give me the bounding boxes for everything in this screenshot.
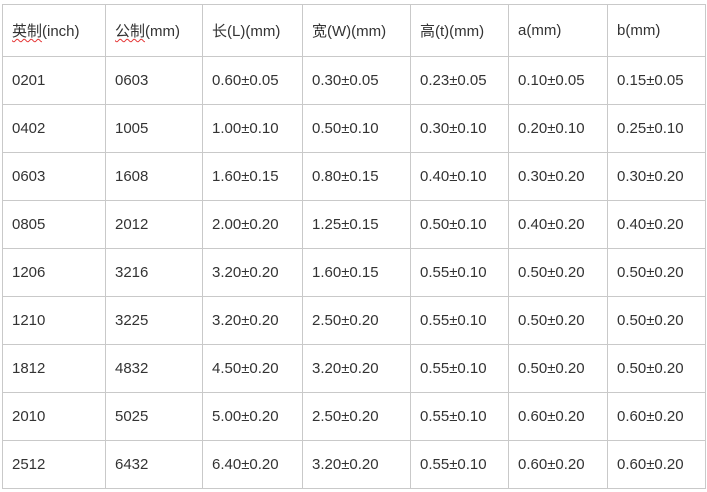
cell-metric-size: 3225 (105, 296, 203, 345)
cell-inch-size: 0603 (2, 152, 106, 201)
cell-a: 0.40±0.20 (508, 200, 608, 249)
header-zh-text: 英制 (12, 23, 43, 40)
header-rest-text: (inch) (42, 23, 80, 40)
table-row: 0805 2012 2.00±0.20 1.25±0.15 0.50±0.10 … (2, 200, 706, 249)
cell-width: 2.50±0.20 (302, 392, 411, 441)
cell-metric-size: 3216 (105, 248, 203, 297)
cell-metric-size: 6432 (105, 440, 203, 489)
cell-width: 0.80±0.15 (302, 152, 411, 201)
cell-width: 0.30±0.05 (302, 56, 411, 105)
cell-b: 0.40±0.20 (607, 200, 706, 249)
cell-width: 1.60±0.15 (302, 248, 411, 297)
header-zh-text: 宽 (312, 23, 328, 40)
cell-a: 0.50±0.20 (508, 296, 608, 345)
cell-metric-size: 5025 (105, 392, 203, 441)
cell-length: 3.20±0.20 (202, 248, 303, 297)
cell-height: 0.23±0.05 (410, 56, 509, 105)
cell-inch-size: 0201 (2, 56, 106, 105)
cell-metric-size: 1608 (105, 152, 203, 201)
cell-height: 0.40±0.10 (410, 152, 509, 201)
cell-length: 1.00±0.10 (202, 104, 303, 153)
cell-a: 0.50±0.20 (508, 248, 608, 297)
cell-b: 0.25±0.10 (607, 104, 706, 153)
table-row: 0603 1608 1.60±0.15 0.80±0.15 0.40±0.10 … (2, 152, 706, 201)
cell-height: 0.55±0.10 (410, 344, 509, 393)
cell-inch-size: 1210 (2, 296, 106, 345)
column-header-b: b(mm) (607, 4, 706, 57)
cell-height: 0.30±0.10 (410, 104, 509, 153)
cell-height: 0.55±0.10 (410, 392, 509, 441)
cell-height: 0.55±0.10 (410, 248, 509, 297)
table-row: 1210 3225 3.20±0.20 2.50±0.20 0.55±0.10 … (2, 296, 706, 345)
component-dimension-table: 英制(inch) 公制(mm) 长(L)(mm) 宽(W)(mm) 高(t)(m… (2, 4, 706, 489)
cell-inch-size: 2512 (2, 440, 106, 489)
cell-a: 0.50±0.20 (508, 344, 608, 393)
cell-a: 0.30±0.20 (508, 152, 608, 201)
table-row: 2010 5025 5.00±0.20 2.50±0.20 0.55±0.10 … (2, 392, 706, 441)
header-rest-text: (L)(mm) (227, 23, 281, 40)
column-header-inch-size: 英制(inch) (2, 4, 106, 57)
cell-b: 0.60±0.20 (607, 392, 706, 441)
header-row: 英制(inch) 公制(mm) 长(L)(mm) 宽(W)(mm) 高(t)(m… (2, 4, 706, 57)
cell-inch-size: 0805 (2, 200, 106, 249)
cell-height: 0.55±0.10 (410, 440, 509, 489)
cell-a: 0.20±0.10 (508, 104, 608, 153)
cell-length: 5.00±0.20 (202, 392, 303, 441)
cell-length: 3.20±0.20 (202, 296, 303, 345)
table-row: 0201 0603 0.60±0.05 0.30±0.05 0.23±0.05 … (2, 56, 706, 105)
cell-width: 0.50±0.10 (302, 104, 411, 153)
column-header-a: a(mm) (508, 4, 608, 57)
table-row: 0402 1005 1.00±0.10 0.50±0.10 0.30±0.10 … (2, 104, 706, 153)
cell-inch-size: 0402 (2, 104, 106, 153)
header-zh-text: 长 (212, 23, 228, 40)
cell-a: 0.60±0.20 (508, 392, 608, 441)
cell-b: 0.50±0.20 (607, 344, 706, 393)
table-row: 2512 6432 6.40±0.20 3.20±0.20 0.55±0.10 … (2, 440, 706, 489)
cell-inch-size: 1206 (2, 248, 106, 297)
table-row: 1812 4832 4.50±0.20 3.20±0.20 0.55±0.10 … (2, 344, 706, 393)
header-rest-text: a(mm) (518, 22, 562, 39)
cell-b: 0.60±0.20 (607, 440, 706, 489)
cell-b: 0.15±0.05 (607, 56, 706, 105)
header-rest-text: b(mm) (617, 22, 661, 39)
column-header-width: 宽(W)(mm) (302, 4, 411, 57)
cell-width: 3.20±0.20 (302, 440, 411, 489)
header-zh-text: 高 (420, 23, 436, 40)
cell-b: 0.30±0.20 (607, 152, 706, 201)
cell-length: 4.50±0.20 (202, 344, 303, 393)
cell-metric-size: 1005 (105, 104, 203, 153)
header-rest-text: (t)(mm) (435, 23, 485, 40)
cell-inch-size: 1812 (2, 344, 106, 393)
cell-length: 6.40±0.20 (202, 440, 303, 489)
cell-width: 3.20±0.20 (302, 344, 411, 393)
header-rest-text: (W)(mm) (327, 23, 387, 40)
cell-width: 2.50±0.20 (302, 296, 411, 345)
cell-length: 1.60±0.15 (202, 152, 303, 201)
cell-b: 0.50±0.20 (607, 248, 706, 297)
cell-inch-size: 2010 (2, 392, 106, 441)
cell-metric-size: 0603 (105, 56, 203, 105)
column-header-length: 长(L)(mm) (202, 4, 303, 57)
column-header-height: 高(t)(mm) (410, 4, 509, 57)
cell-height: 0.55±0.10 (410, 296, 509, 345)
cell-b: 0.50±0.20 (607, 296, 706, 345)
header-rest-text: (mm) (145, 23, 180, 40)
header-zh-text: 公制 (115, 23, 146, 40)
cell-length: 0.60±0.05 (202, 56, 303, 105)
cell-metric-size: 2012 (105, 200, 203, 249)
cell-height: 0.50±0.10 (410, 200, 509, 249)
cell-metric-size: 4832 (105, 344, 203, 393)
table-row: 1206 3216 3.20±0.20 1.60±0.15 0.55±0.10 … (2, 248, 706, 297)
cell-a: 0.10±0.05 (508, 56, 608, 105)
column-header-metric-size: 公制(mm) (105, 4, 203, 57)
cell-width: 1.25±0.15 (302, 200, 411, 249)
cell-length: 2.00±0.20 (202, 200, 303, 249)
cell-a: 0.60±0.20 (508, 440, 608, 489)
